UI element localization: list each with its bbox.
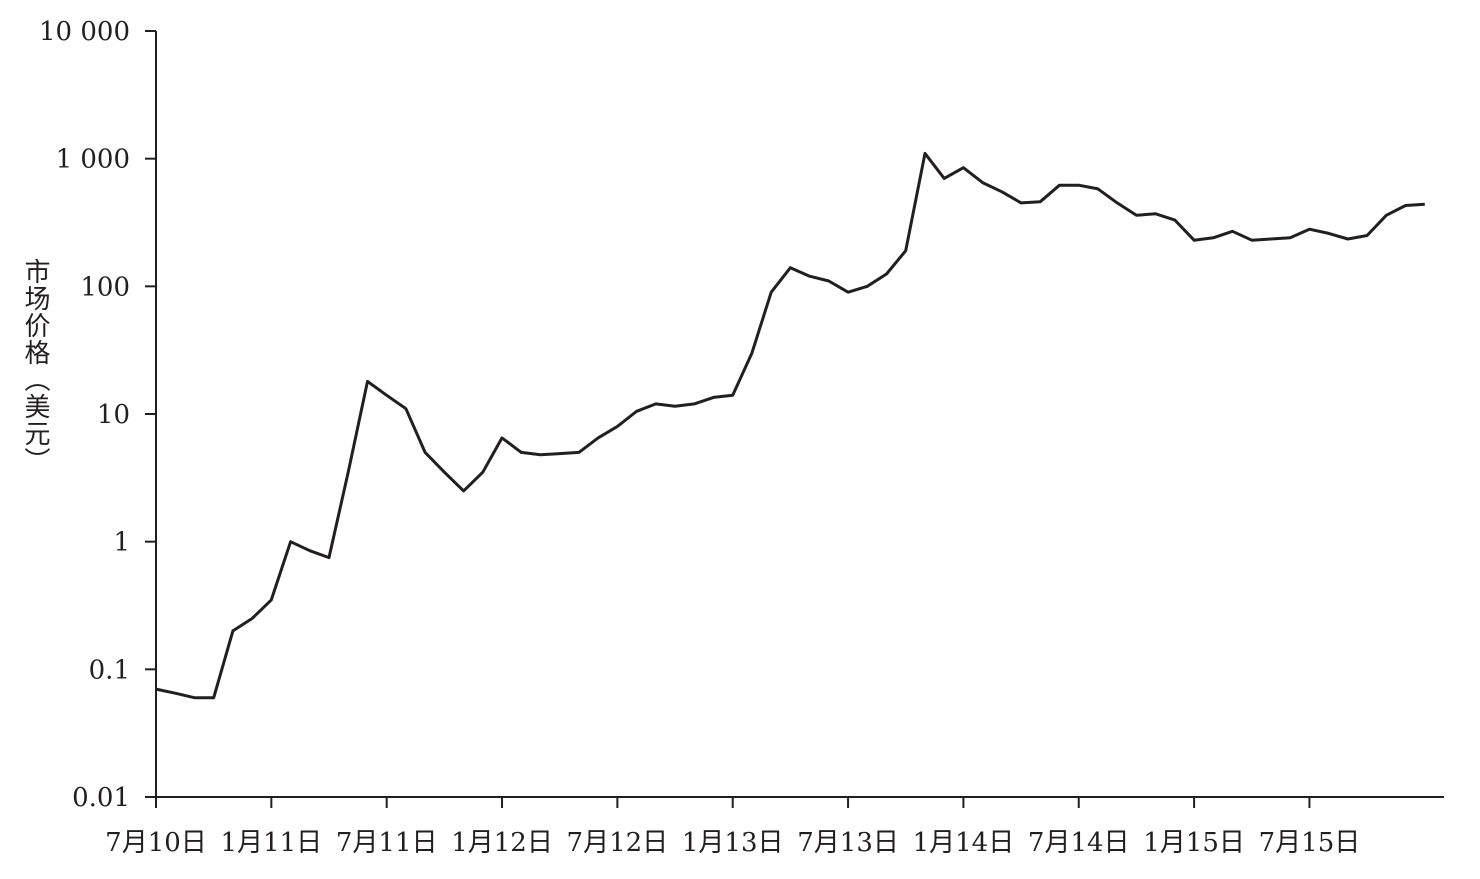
x-tick-label: 1月13日 <box>682 828 784 858</box>
x-tick-label: 1月14日 <box>913 828 1015 858</box>
x-axis-ticks: 7月10日 1月11日 7月11日 1月12日 7月12日 1月13日 7月13日 1月14日… <box>105 797 1360 858</box>
x-tick-label: 7月11日 <box>336 828 438 858</box>
x-tick-label: 1月11日 <box>221 828 323 858</box>
x-tick-label: 7月13日 <box>797 828 899 858</box>
y-axis-ticks: 10 000 1 000 100 10 1 0.1 0.01 <box>39 17 156 813</box>
y-tick-label: 0.01 <box>72 783 130 813</box>
x-tick-label: 1月15日 <box>1143 828 1245 858</box>
y-axis-title: 市场价格（美元） <box>20 258 50 474</box>
price-series-line <box>155 151 1425 700</box>
y-tick-label: 10 <box>97 400 130 430</box>
x-tick-label: 7月12日 <box>567 828 669 858</box>
x-tick-label: 7月14日 <box>1028 828 1130 858</box>
y-tick-label: 0.1 <box>89 655 130 685</box>
axes <box>155 31 1444 798</box>
y-tick-label: 100 <box>80 272 130 302</box>
x-tick-label: 1月12日 <box>451 828 553 858</box>
x-tick-label: 7月10日 <box>105 828 207 858</box>
y-tick-label: 1 000 <box>56 145 130 175</box>
x-tick-label: 7月15日 <box>1259 828 1361 858</box>
y-tick-label: 10 000 <box>39 17 130 47</box>
y-tick-label: 1 <box>113 528 130 558</box>
